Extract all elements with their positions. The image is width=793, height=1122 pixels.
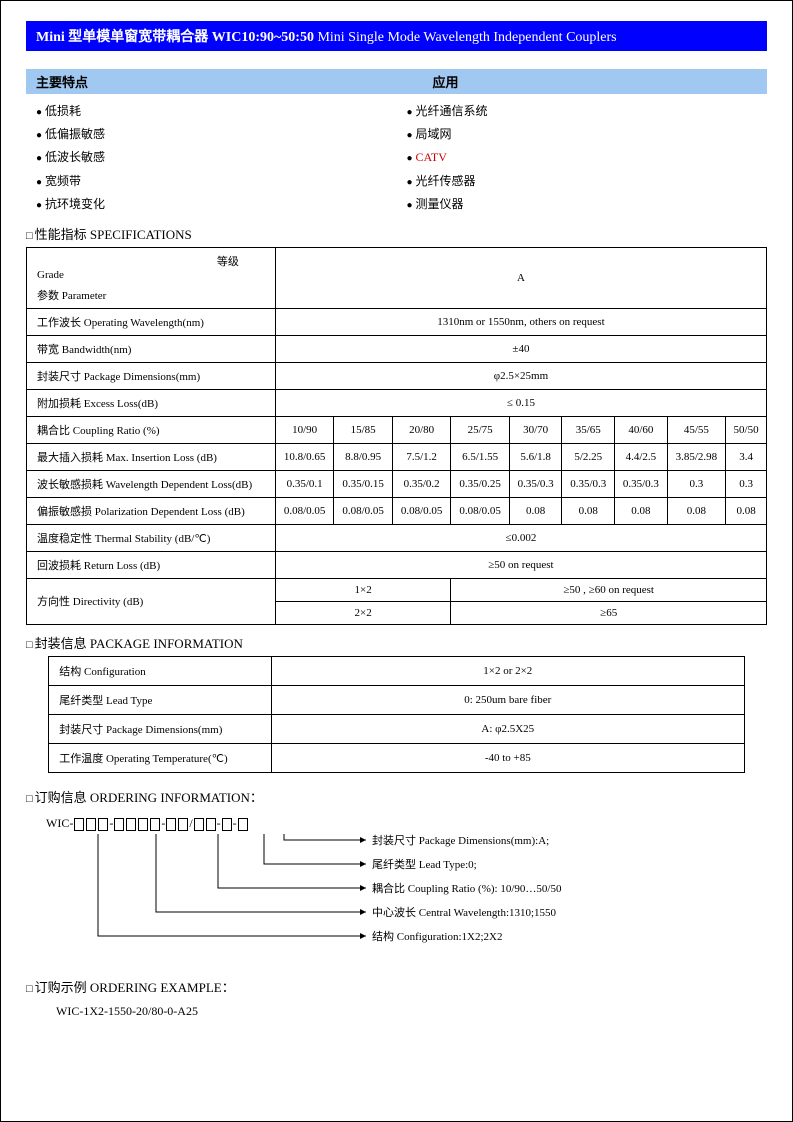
pkg-table: 结构 Configuration1×2 or 2×2 尾纤类型 Lead Typ…: [48, 656, 745, 773]
title-bar: Mini 型单模单窗宽带耦合器 WIC10:90~50:50 Mini Sing…: [26, 21, 767, 51]
row-wavelength: 工作波长 Operating Wavelength(nm): [27, 308, 276, 335]
row-wdl: 波长敏感损耗 Wavelength Dependent Loss(dB) 0.3…: [27, 470, 767, 497]
row-insertion: 最大插入损耗 Max. Insertion Loss (dB) 10.8/0.6…: [27, 443, 767, 470]
feature-header: 主要特点 应用: [26, 69, 767, 94]
order-arrow-label-0: 封装尺寸 Package Dimensions(mm):A;: [372, 834, 549, 847]
feature-item: 低损耗: [26, 100, 397, 123]
order-arrow-label-1: 尾纤类型 Lead Type:0;: [372, 857, 477, 871]
row-bandwidth: 带宽 Bandwidth(nm): [27, 335, 276, 362]
spec-section-title: 性能指标 SPECIFICATIONS: [26, 224, 767, 243]
row-directivity-1: 方向性 Directivity (dB) 1×2≥50 , ≥60 on req…: [27, 578, 767, 601]
feature-item: 抗环境变化: [26, 193, 397, 216]
order-lines: 封装尺寸 Package Dimensions(mm):A; 尾纤类型 Lead…: [46, 834, 566, 974]
param-label: 参数 Parameter: [37, 287, 269, 303]
order-code: WIC---/--: [46, 816, 767, 831]
grade-value: A: [275, 247, 766, 308]
feature-item: 宽频带: [26, 170, 397, 193]
row-excess: 附加损耗 Excess Loss(dB): [27, 389, 276, 416]
app-item: 光纤通信系统: [397, 100, 768, 123]
order-arrow-label-3: 中心波长 Central Wavelength:1310;1550: [372, 906, 557, 919]
grade-label: 等级: [37, 253, 269, 269]
header-right: 应用: [433, 72, 757, 91]
pkg-section-title: 封装信息 PACKAGE INFORMATION: [26, 633, 767, 652]
feature-item: 低波长敏感: [26, 146, 397, 169]
order-arrow-label-4: 结构 Configuration:1X2;2X2: [372, 929, 502, 943]
app-item: 测量仪器: [397, 193, 768, 216]
row-pdl: 偏振敏感损 Polarization Dependent Loss (dB) 0…: [27, 497, 767, 524]
example-section-title: 订购示例 ORDERING EXAMPLE：: [26, 977, 767, 996]
features-list: 低损耗 低偏振敏感 低波长敏感 宽频带 抗环境变化: [26, 100, 397, 216]
spec-table: 等级 Grade 参数 Parameter A 工作波长 Operating W…: [26, 247, 767, 625]
row-return: 回波损耗 Return Loss (dB): [27, 551, 276, 578]
title-cn: Mini 型单模单窗宽带耦合器 WIC10:90~50:50: [36, 30, 314, 45]
grade-sublabel: Grade: [37, 269, 269, 281]
header-left: 主要特点: [36, 72, 433, 91]
app-item: 局域网: [397, 123, 768, 146]
row-pkgdim: 封装尺寸 Package Dimensions(mm): [27, 362, 276, 389]
title-en: Mini Single Mode Wavelength Independent …: [317, 30, 616, 45]
order-arrow-label-2: 耦合比 Coupling Ratio (%): 10/90…50/50: [372, 881, 562, 895]
app-item: CATV: [397, 146, 768, 169]
applications-list: 光纤通信系统 局域网 CATV 光纤传感器 测量仪器: [397, 100, 768, 216]
ordering-diagram: WIC---/-- 封装尺寸 Package Dimensions(mm):A;…: [46, 816, 767, 971]
row-thermal: 温度稳定性 Thermal Stability (dB/℃): [27, 524, 276, 551]
order-section-title: 订购信息 ORDERING INFORMATION：: [26, 787, 767, 806]
feature-columns: 低损耗 低偏振敏感 低波长敏感 宽频带 抗环境变化 光纤通信系统 局域网 CAT…: [26, 100, 767, 216]
app-item: 光纤传感器: [397, 170, 768, 193]
row-coupling: 耦合比 Coupling Ratio (%) 10/9015/8520/8025…: [27, 416, 767, 443]
feature-item: 低偏振敏感: [26, 123, 397, 146]
example-code: WIC-1X2-1550-20/80-0-A25: [56, 1004, 767, 1019]
